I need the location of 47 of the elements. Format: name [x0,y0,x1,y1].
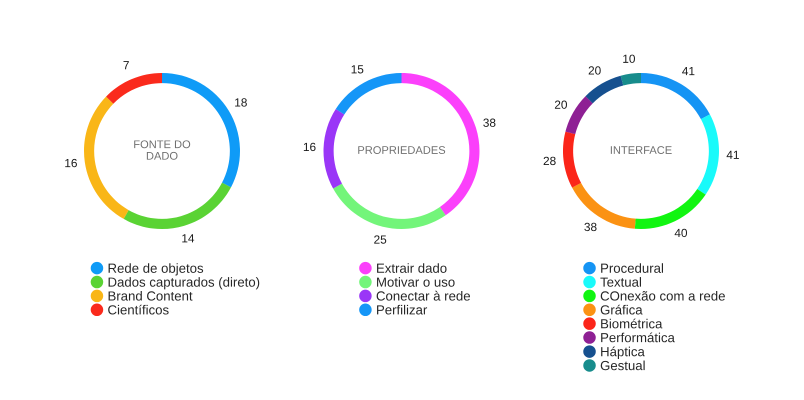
donut-slice [106,73,162,104]
donut-slice [324,109,344,188]
donut-slice [333,184,446,229]
data-label: 18 [235,98,247,107]
legend-label: Rede de objetos [108,263,204,276]
legend-label: Biométrica [601,318,662,328]
data-label: 41 [682,67,694,76]
donut-slice [697,114,719,195]
data-label: 28 [544,156,556,166]
legend-label: Performática [601,332,675,342]
legend-label: Gestual [600,360,645,370]
donut-slice [563,132,582,188]
legend-label: Perfilizar [377,304,428,315]
legend-label: Textual [600,277,641,287]
legend-label: Procedural [601,263,663,273]
legend-label: Háptica [601,346,645,359]
text: PROPRIEDADES [358,146,446,154]
data-label: 41 [726,150,739,159]
data-label: 38 [584,222,597,232]
legend-label: Científicos [108,304,169,315]
legend-label: Dados capturados (direto) [108,277,260,290]
donut-slice [124,182,231,229]
legend-label: Conectar à rede [376,290,470,301]
data-label: 25 [374,235,386,244]
donut-slice [585,76,624,104]
data-label: 16 [304,142,316,152]
data-label: 38 [483,118,496,127]
data-label: 20 [554,100,567,109]
legend-label: COnexão com a rede [600,290,725,301]
legend-label: Gráfica [600,304,643,315]
data-label: 40 [674,228,688,238]
donut-slice [565,96,593,134]
data-label: 14 [182,234,194,242]
data-label: 15 [352,65,364,74]
legend-label: Brand Content [108,290,192,301]
donut-slice [620,73,641,86]
legend-label: Motivar o uso [377,277,455,287]
text: INTERFACE [610,146,672,154]
donut-slice [336,73,402,114]
donut-slice [634,188,706,229]
donut-slice [84,96,129,219]
data-label: 16 [65,158,77,168]
data-label: 20 [588,66,601,75]
data-label: 7 [123,61,129,70]
text: FONTE DO DADO [134,140,190,160]
legend-label: Extrair dado [377,263,447,273]
data-label: 10 [623,54,635,63]
